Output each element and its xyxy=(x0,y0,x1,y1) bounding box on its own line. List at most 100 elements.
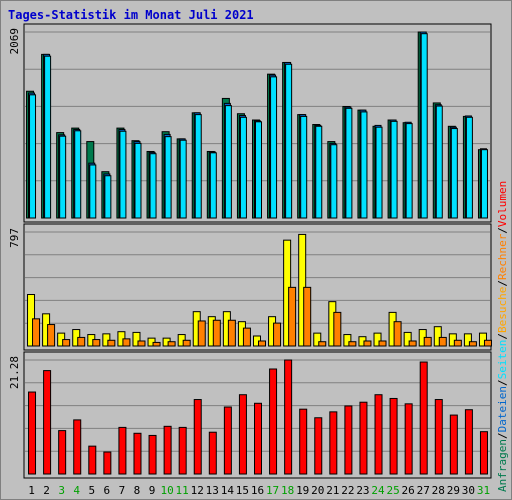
bar-rechner-day-17 xyxy=(273,322,282,347)
bar-rechner-day-22 xyxy=(348,341,357,347)
page-title: Tages-Statistik im Monat Juli 2021 xyxy=(8,8,254,22)
bar-rechner-day-31 xyxy=(483,339,492,347)
bar-seiten-day-31 xyxy=(480,149,488,219)
bar-rechner-day-23 xyxy=(363,340,372,347)
bar-volumen-day-21 xyxy=(329,411,338,475)
x-tick-label: 24 xyxy=(371,484,385,497)
bar-rechner-day-27 xyxy=(423,336,432,347)
x-tick-label: 9 xyxy=(149,484,156,497)
bar-seiten-day-16 xyxy=(255,121,262,219)
bar-volumen-day-11 xyxy=(178,426,187,475)
bar-seiten-day-3 xyxy=(59,135,67,219)
bar-seiten-day-11 xyxy=(179,139,187,219)
bar-volumen-day-8 xyxy=(133,432,142,475)
bar-rechner-day-28 xyxy=(438,336,447,347)
legend-item: Anfragen xyxy=(496,439,509,492)
bar-volumen-day-15 xyxy=(238,394,247,475)
x-tick-label: 25 xyxy=(386,484,399,497)
bar-rechner-day-20 xyxy=(318,341,327,347)
x-tick-label: 21 xyxy=(326,484,339,497)
bar-rechner-day-30 xyxy=(468,341,477,347)
legend-item: / xyxy=(496,432,509,439)
bar-volumen-day-16 xyxy=(254,402,262,475)
bar-seiten-day-28 xyxy=(435,105,443,219)
bar-seiten-day-10 xyxy=(164,136,172,219)
bar-volumen-day-29 xyxy=(449,414,458,475)
bar-volumen-day-22 xyxy=(344,405,353,475)
x-tick-label: 22 xyxy=(341,484,354,497)
bar-volumen-day-25 xyxy=(389,397,398,475)
bar-rechner-day-21 xyxy=(333,311,342,347)
x-tick-label: 7 xyxy=(119,484,126,497)
bar-seiten-day-14 xyxy=(224,105,232,219)
bar-rechner-day-12 xyxy=(197,320,206,347)
bar-volumen-day-23 xyxy=(359,401,368,475)
bar-seiten-day-22 xyxy=(345,107,353,219)
x-tick-label: 10 xyxy=(160,484,173,497)
bar-rechner-day-5 xyxy=(92,339,101,347)
x-tick-label: 26 xyxy=(402,484,415,497)
bar-besuche-day-22 xyxy=(343,334,352,347)
bar-rechner-day-10 xyxy=(167,341,176,347)
bar-besuche-day-28 xyxy=(433,326,442,347)
bar-rechner-day-16 xyxy=(258,340,266,347)
x-tick-label: 30 xyxy=(462,484,475,497)
x-tick-label: 4 xyxy=(73,484,80,497)
x-tick-label: 29 xyxy=(447,484,460,497)
bar-seiten-day-17 xyxy=(270,76,278,219)
bar-rechner-day-3 xyxy=(62,339,71,347)
x-tick-label: 13 xyxy=(206,484,219,497)
x-tick-label: 17 xyxy=(266,484,279,497)
bar-rechner-day-8 xyxy=(137,340,146,347)
bar-rechner-day-15 xyxy=(242,327,251,347)
bar-seiten-day-19 xyxy=(300,115,308,219)
bar-volumen-day-18 xyxy=(284,359,293,475)
bar-rechner-day-18 xyxy=(288,286,297,347)
bar-besuche-day-26 xyxy=(403,331,412,347)
y-max-label: 21.28 xyxy=(8,356,21,389)
bar-volumen-day-10 xyxy=(163,425,172,475)
bar-volumen-day-20 xyxy=(314,417,323,475)
bar-seiten-day-5 xyxy=(89,164,97,219)
plot-frame-2 xyxy=(23,223,492,351)
legend-item: Volumen xyxy=(496,181,509,227)
bar-volumen-day-7 xyxy=(118,426,127,475)
bar-volumen-day-12 xyxy=(193,399,202,475)
bar-seiten-day-7 xyxy=(119,130,127,219)
x-tick-label: 2 xyxy=(43,484,50,497)
bar-volumen-day-30 xyxy=(464,409,473,475)
x-tick-label: 1 xyxy=(28,484,35,497)
legend-item: Besuche xyxy=(496,287,509,333)
bar-seiten-day-15 xyxy=(239,116,247,219)
bar-volumen-day-26 xyxy=(404,403,413,475)
y-max-label: 2069 xyxy=(8,28,21,55)
legend-item: Dateien xyxy=(496,386,509,432)
bar-volumen-day-19 xyxy=(299,408,308,475)
bar-rechner-day-13 xyxy=(212,319,221,347)
bar-rechner-day-9 xyxy=(152,341,161,347)
bar-besuche-day-31 xyxy=(478,332,487,347)
bar-seiten-day-23 xyxy=(360,111,368,219)
legend-item: Rechner xyxy=(496,233,509,280)
x-tick-label: 8 xyxy=(134,484,141,497)
x-tick-label: 15 xyxy=(236,484,249,497)
x-tick-label: 20 xyxy=(311,484,324,497)
bar-rechner-day-24 xyxy=(378,340,387,347)
x-tick-label: 18 xyxy=(281,484,294,497)
bar-seiten-day-25 xyxy=(390,120,398,219)
bar-besuche-day-8 xyxy=(132,331,141,347)
bar-seiten-day-24 xyxy=(375,126,383,219)
bar-seiten-day-2 xyxy=(44,55,52,219)
legend-item: Seiten xyxy=(496,340,509,380)
bar-rechner-day-6 xyxy=(107,339,116,347)
legend-item: / xyxy=(496,333,509,340)
bar-seiten-day-12 xyxy=(194,114,202,219)
x-tick-label: 31 xyxy=(477,484,490,497)
x-tick-label: 5 xyxy=(88,484,95,497)
x-tick-label: 28 xyxy=(432,484,445,497)
x-tick-label: 14 xyxy=(221,484,235,497)
bar-rechner-day-29 xyxy=(453,339,462,347)
bar-besuche-day-30 xyxy=(463,333,472,347)
legend-item: / xyxy=(496,379,509,386)
